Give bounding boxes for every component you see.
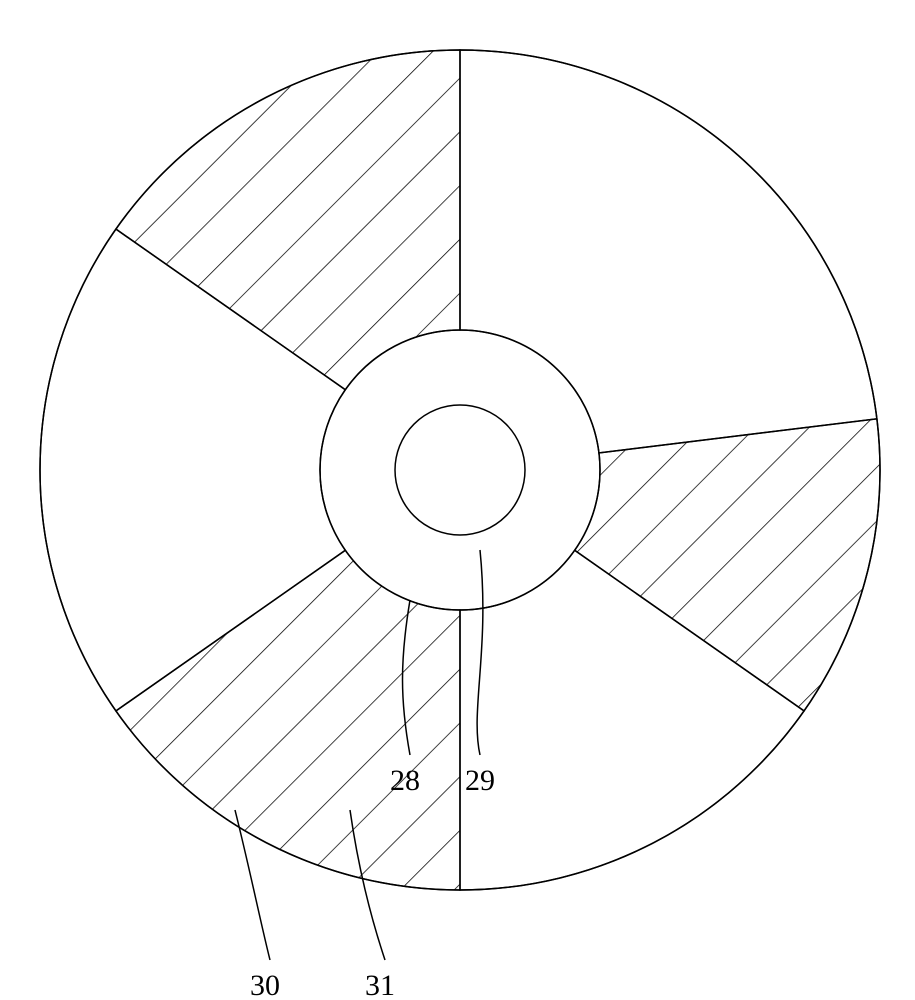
- hatched-sector: [116, 550, 460, 890]
- label-31: 31: [365, 969, 395, 1000]
- open-sector: [460, 50, 877, 453]
- diagram-container: 28 29 30 31: [0, 0, 915, 1000]
- label-30: 30: [250, 969, 280, 1000]
- label-29: 29: [465, 764, 495, 797]
- mid-circle: [320, 330, 600, 610]
- circular-diagram: 28 29 30 31: [0, 0, 915, 1000]
- inner-circle: [395, 405, 525, 535]
- label-28: 28: [390, 764, 420, 797]
- hatched-sector: [575, 419, 880, 711]
- sectors: [40, 50, 880, 890]
- hatched-sector: [116, 50, 460, 390]
- leader-l29: [477, 550, 483, 755]
